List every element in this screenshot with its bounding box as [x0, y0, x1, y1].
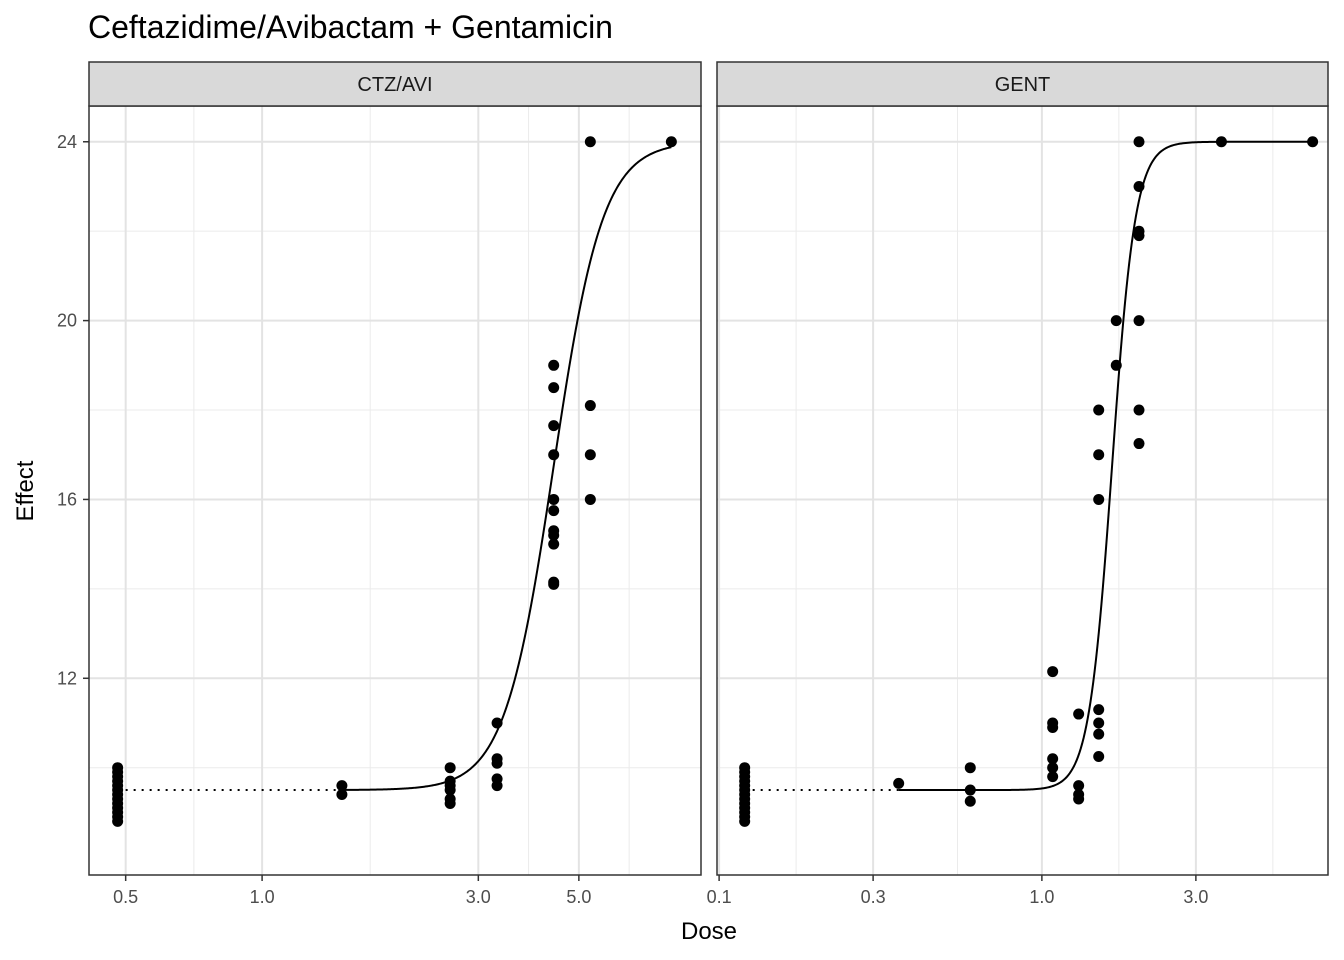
data-point — [1073, 708, 1085, 720]
data-point — [584, 493, 596, 505]
x-tick-label: 0.5 — [113, 887, 138, 907]
x-tick-label: 3.0 — [1183, 887, 1208, 907]
x-tick-label: 0.3 — [861, 887, 886, 907]
data-point — [548, 505, 560, 517]
data-point — [1307, 136, 1319, 148]
data-point — [584, 136, 596, 148]
data-point — [1073, 780, 1085, 792]
data-point — [1133, 438, 1145, 450]
data-point — [548, 538, 560, 550]
data-point — [444, 762, 456, 774]
data-point — [444, 793, 456, 805]
panel-background — [717, 106, 1328, 875]
strip-background — [716, 61, 1329, 107]
chart-title: Ceftazidime/Avibactam + Gentamicin — [88, 9, 613, 45]
fit-curve — [341, 146, 672, 791]
y-tick-label: 12 — [57, 668, 77, 688]
data-point — [1093, 728, 1105, 740]
data-point — [1093, 717, 1105, 729]
data-point — [548, 359, 560, 371]
y-tick-label: 16 — [57, 489, 77, 509]
strip-label: GENT — [995, 74, 1051, 96]
data-point — [1047, 666, 1059, 678]
data-point — [491, 717, 503, 729]
x-tick-label: 1.0 — [250, 887, 275, 907]
data-point — [584, 400, 596, 412]
x-tick-label: 1.0 — [1029, 887, 1054, 907]
panel-background — [89, 106, 701, 875]
data-point — [548, 525, 560, 537]
data-point — [964, 784, 976, 796]
data-point — [1093, 751, 1105, 763]
strip-background — [88, 61, 702, 107]
y-axis-title: Effect — [12, 460, 39, 521]
data-point — [964, 762, 976, 774]
y-tick-label: 24 — [57, 132, 77, 152]
x-tick-label: 5.0 — [566, 887, 591, 907]
panel-1: GENT 0.1 0.3 1.0 3.0 — [707, 61, 1329, 907]
x-axis-title: Dose — [681, 918, 737, 945]
data-point — [1047, 717, 1059, 729]
x-tick-label: 0.1 — [707, 887, 732, 907]
data-point — [336, 789, 348, 801]
data-point — [1110, 315, 1122, 327]
data-point — [112, 762, 124, 774]
data-point — [1133, 225, 1145, 237]
data-point — [1133, 180, 1145, 192]
data-point — [739, 762, 751, 774]
data-point — [491, 773, 503, 785]
data-point — [548, 493, 560, 505]
data-point — [1133, 404, 1145, 416]
data-point — [1110, 359, 1122, 371]
data-point — [1047, 762, 1059, 774]
data-point — [548, 576, 560, 588]
data-point — [1093, 449, 1105, 461]
panel-0: CTZ/AVI 0.5 1.0 3.0 5.0 12 16 20 24 — [57, 61, 702, 907]
x-tick-label: 3.0 — [466, 887, 491, 907]
data-point — [1073, 789, 1085, 801]
data-point — [548, 420, 560, 432]
data-point — [548, 382, 560, 394]
data-point — [1093, 704, 1105, 716]
data-point — [444, 775, 456, 787]
data-point — [1133, 315, 1145, 327]
chart-panels: CTZ/AVI 0.5 1.0 3.0 5.0 12 16 20 24 GENT 0.1 0.3 1.0… — [57, 61, 1329, 907]
data-point — [893, 777, 905, 789]
data-point — [1215, 136, 1227, 148]
data-point — [491, 753, 503, 765]
data-point — [548, 449, 560, 461]
data-point — [1093, 404, 1105, 416]
data-point — [1047, 753, 1059, 765]
data-point — [1133, 136, 1145, 148]
data-point — [964, 795, 976, 807]
data-point — [584, 449, 596, 461]
strip-label: CTZ/AVI — [357, 74, 432, 96]
data-point — [1093, 493, 1105, 505]
y-tick-label: 20 — [57, 311, 77, 331]
data-point — [336, 780, 348, 792]
data-point — [1047, 771, 1059, 783]
data-point — [665, 136, 677, 148]
